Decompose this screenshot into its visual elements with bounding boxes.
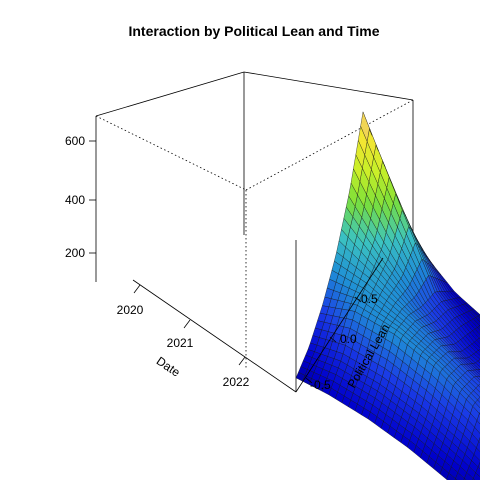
box-edge-bottom-lean: [295, 257, 384, 393]
z-tick-label: 400: [65, 193, 85, 207]
x-tick-label: 2022: [223, 375, 250, 389]
y-tick-label: 0.5: [361, 292, 378, 306]
x-tick-label: 2020: [117, 303, 144, 317]
surface-mesh: [295, 111, 480, 480]
box-edge-top-back: [95, 71, 245, 117]
z-tick-label: 200: [65, 246, 85, 260]
date-tick-2021-mark: [183, 319, 191, 329]
box-edge-top-right: [243, 71, 414, 101]
chart-title: Interaction by Political Lean and Time: [128, 23, 379, 39]
x-axis-label: Date: [154, 354, 183, 380]
x-tick-label: 2021: [167, 336, 194, 350]
lean-tick-neg05-mark: [305, 377, 313, 384]
y-tick-label: 0.0: [340, 332, 357, 346]
z-tick-label: 600: [65, 134, 85, 148]
date-tick-2022-mark: [238, 356, 246, 366]
date-tick-2020-mark: [133, 284, 141, 294]
lean-tick-05-mark: [354, 296, 362, 303]
y-tick-label: -0.5: [310, 378, 331, 392]
surface-facet: [295, 371, 306, 382]
box-edge-bottom-date: [132, 279, 297, 393]
box-back-edge-top: [95, 115, 247, 191]
lean-tick-00-mark: [329, 336, 337, 343]
